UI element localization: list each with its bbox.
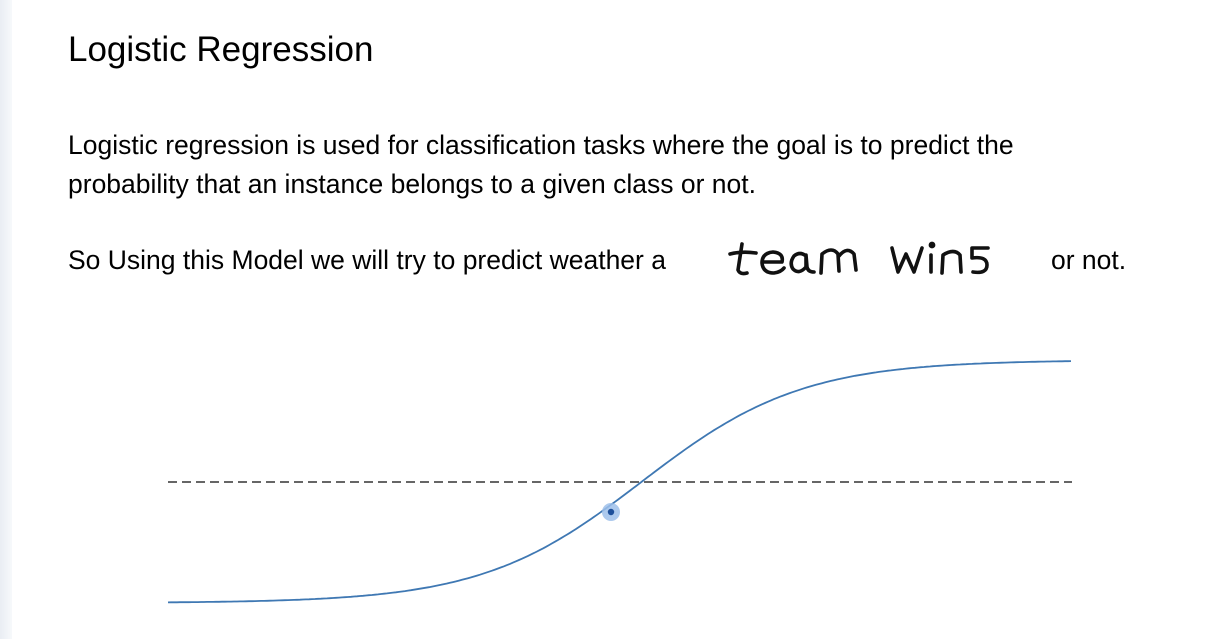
sigmoid-curve — [167, 360, 1072, 604]
paragraph-line-2: probability that an instance belongs to … — [68, 169, 756, 199]
slide-left-edge — [0, 0, 12, 639]
slide-title: Logistic Regression — [68, 30, 374, 69]
prediction-sentence: So Using this Model we will try to predi… — [68, 234, 1168, 282]
sentence-suffix: or not. — [1051, 245, 1127, 275]
sentence-prefix: So Using this Model we will try to predi… — [68, 245, 666, 275]
description-paragraph: Logistic regression is used for classifi… — [68, 126, 1168, 204]
highlight-point — [607, 508, 615, 516]
paragraph-line-1: Logistic regression is used for classifi… — [68, 130, 1014, 160]
handwritten-team-wins — [728, 241, 990, 276]
